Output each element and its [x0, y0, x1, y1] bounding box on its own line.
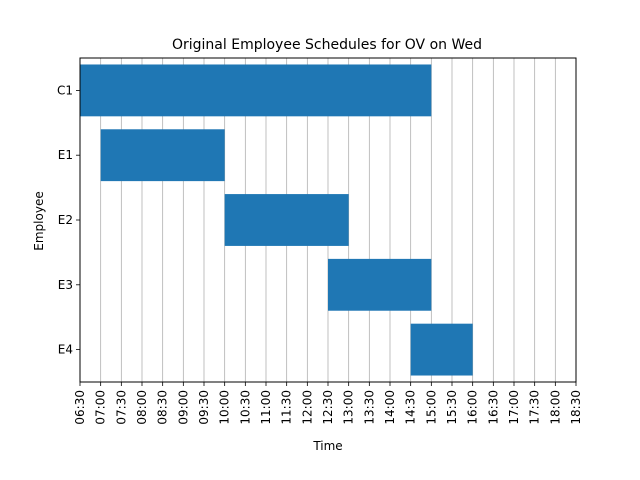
x-tick-label: 17:00	[507, 390, 521, 425]
x-axis-ticks: 06:30 07:00 07:30 08:00 08:30 09:00 09:30 10:00…	[73, 382, 583, 425]
x-tick-label: 17:30	[528, 390, 542, 425]
x-tick-label: 18:30	[569, 390, 583, 425]
x-tick-label: 12:00	[300, 390, 314, 425]
y-axis-label: Employee	[32, 191, 46, 250]
x-tick-label: 10:00	[218, 390, 232, 425]
x-tick-label: 08:30	[156, 390, 170, 425]
x-tick-label: 12:30	[321, 390, 335, 425]
x-tick-label: 07:00	[94, 390, 108, 425]
y-tick-label: E1	[58, 148, 73, 162]
chart-title: Original Employee Schedules for OV on We…	[172, 37, 482, 53]
x-tick-label: 09:30	[197, 390, 211, 425]
x-tick-label: 14:00	[383, 390, 397, 425]
x-tick-label: 11:00	[259, 390, 273, 425]
x-tick-label: 16:30	[486, 390, 500, 425]
y-tick-label: E3	[58, 278, 73, 292]
y-tick-label: C1	[57, 83, 73, 97]
x-tick-label: 18:00	[548, 390, 562, 425]
y-tick-label: E2	[58, 213, 73, 227]
y-axis-ticks: C1 E1 E2 E3 E4	[57, 83, 80, 357]
bar-e4	[410, 323, 473, 376]
bar-e2	[224, 194, 349, 246]
x-tick-label: 11:30	[280, 390, 294, 425]
x-tick-label: 15:00	[424, 390, 438, 425]
x-axis-label: Time	[312, 439, 342, 453]
bar-e3	[328, 258, 432, 311]
x-tick-label: 14:30	[404, 390, 418, 425]
bar-c1	[80, 64, 432, 117]
y-tick-label: E4	[58, 343, 73, 357]
x-tick-label: 08:00	[135, 390, 149, 425]
x-tick-label: 13:30	[362, 390, 376, 425]
x-tick-label: 15:30	[445, 390, 459, 425]
x-tick-label: 07:30	[114, 390, 128, 425]
x-tick-label: 06:30	[73, 390, 87, 425]
x-tick-label: 09:00	[176, 390, 190, 425]
bars	[80, 64, 473, 376]
x-tick-label: 13:00	[342, 390, 356, 425]
x-tick-label: 10:30	[238, 390, 252, 425]
bar-e1	[100, 129, 225, 182]
x-tick-label: 16:00	[466, 390, 480, 425]
